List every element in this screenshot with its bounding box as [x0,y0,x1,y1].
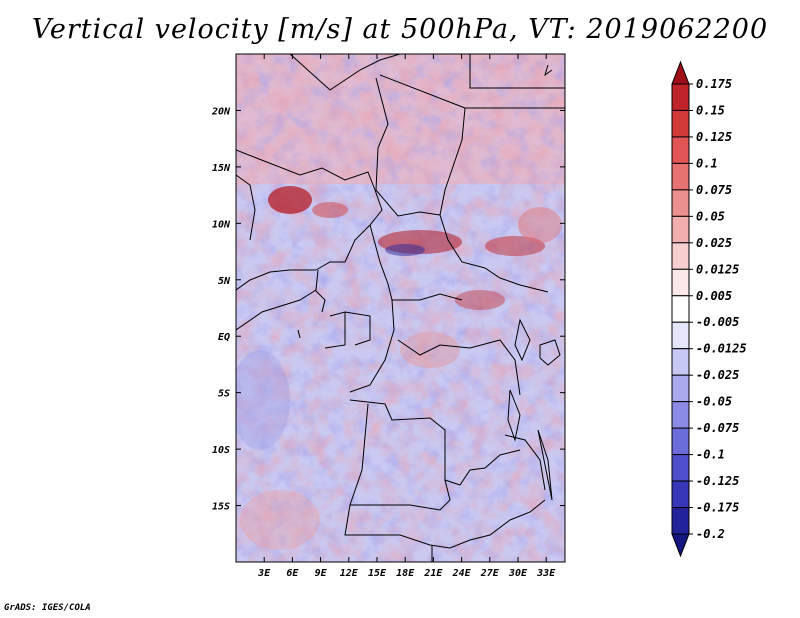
colorbar-swatch [671,454,690,482]
lon-tick-label: 33E [536,568,556,579]
lon-tick-label: 12E [340,568,359,579]
lon-tick-label: 21E [423,568,443,579]
colorbar-swatch [671,268,690,297]
colorbar-label: 0.025 [696,236,732,250]
lat-tick-label: 15N [212,163,231,174]
colorbar-label: -0.0125 [696,342,747,356]
lat-tick-label: 20N [211,106,231,117]
colorbar-label: -0.075 [696,421,739,435]
colorbar-label: -0.2 [696,527,725,541]
lon-tick-label: 3E [257,568,271,579]
velocity-field [236,54,565,562]
colorbar-top-arrow [671,60,690,85]
lon-tick-label: 27E [480,568,500,579]
colorbar-swatch [671,348,690,376]
lat-tick-label: 10N [212,219,231,230]
lon-tick-label: 30E [508,568,528,579]
colorbar-label: -0.05 [696,395,732,409]
colorbar-swatch [671,374,690,403]
lon-tick-label: 15E [368,568,387,579]
colorbar-bottom-arrow [671,533,690,558]
colorbar-label: 0.005 [696,289,732,303]
lon-tick-label: 9E [315,568,328,579]
colorbar-swatch [671,321,690,350]
colorbar-label: 0.1 [696,156,718,170]
colorbar-label: -0.005 [696,315,739,329]
lon-tick-label: 18E [396,568,415,579]
colorbar-label: 0.175 [696,77,732,91]
colorbar-label: 0.125 [696,130,732,144]
colorbar-swatch [671,162,690,191]
map-title: Vertical velocity [m/s] at 500hPa, VT: 2… [31,14,769,45]
colorbar-swatch [671,189,690,217]
lon-tick-label: 24E [452,568,472,579]
colorbar-swatch [671,215,690,244]
country-borders [236,54,565,562]
colorbar-swatch [671,507,690,535]
colorbar-label: 0.15 [696,103,725,117]
lat-tick-label: 10S [212,445,230,456]
colorbar-label: 0.075 [696,183,732,197]
colorbar-label: -0.1 [696,448,725,462]
colorbar-swatch [671,83,690,111]
lon-tick-label: 6E [286,568,299,579]
colorbar-label: 0.05 [696,209,725,223]
colorbar-label: -0.025 [696,368,739,382]
colorbar-label: -0.175 [696,501,739,515]
latitude-axis: 20N 15N 10N 5N EQ 5S 10S 15S [211,106,565,513]
colorbar-label: -0.125 [696,474,739,488]
colorbar-swatch [671,427,690,456]
lat-tick-label: EQ [218,332,230,343]
plot-frame [235,53,566,563]
colorbar-swatch [671,401,690,429]
colorbar-swatch [671,109,690,138]
lat-tick-label: 15S [212,502,230,513]
colorbar-label: 0.0125 [696,262,739,276]
footer-credit: GrADS: IGES/COLA [4,603,91,613]
colorbar-swatch [671,480,690,509]
colorbar-swatch [671,136,690,164]
lat-tick-label: 5S [218,389,230,400]
colorbar-swatch [671,242,690,270]
longitude-axis: 3E 6E 9E 12E 15E 18E 21E 24E 27E 30E 33E [257,54,556,579]
colorbar-swatch [671,295,690,323]
colorbar: 0.175 0.15 0.125 0.1 0.075 0.05 0.025 0.0125 0.0… [671,60,747,558]
lat-tick-label: 5N [218,276,231,287]
